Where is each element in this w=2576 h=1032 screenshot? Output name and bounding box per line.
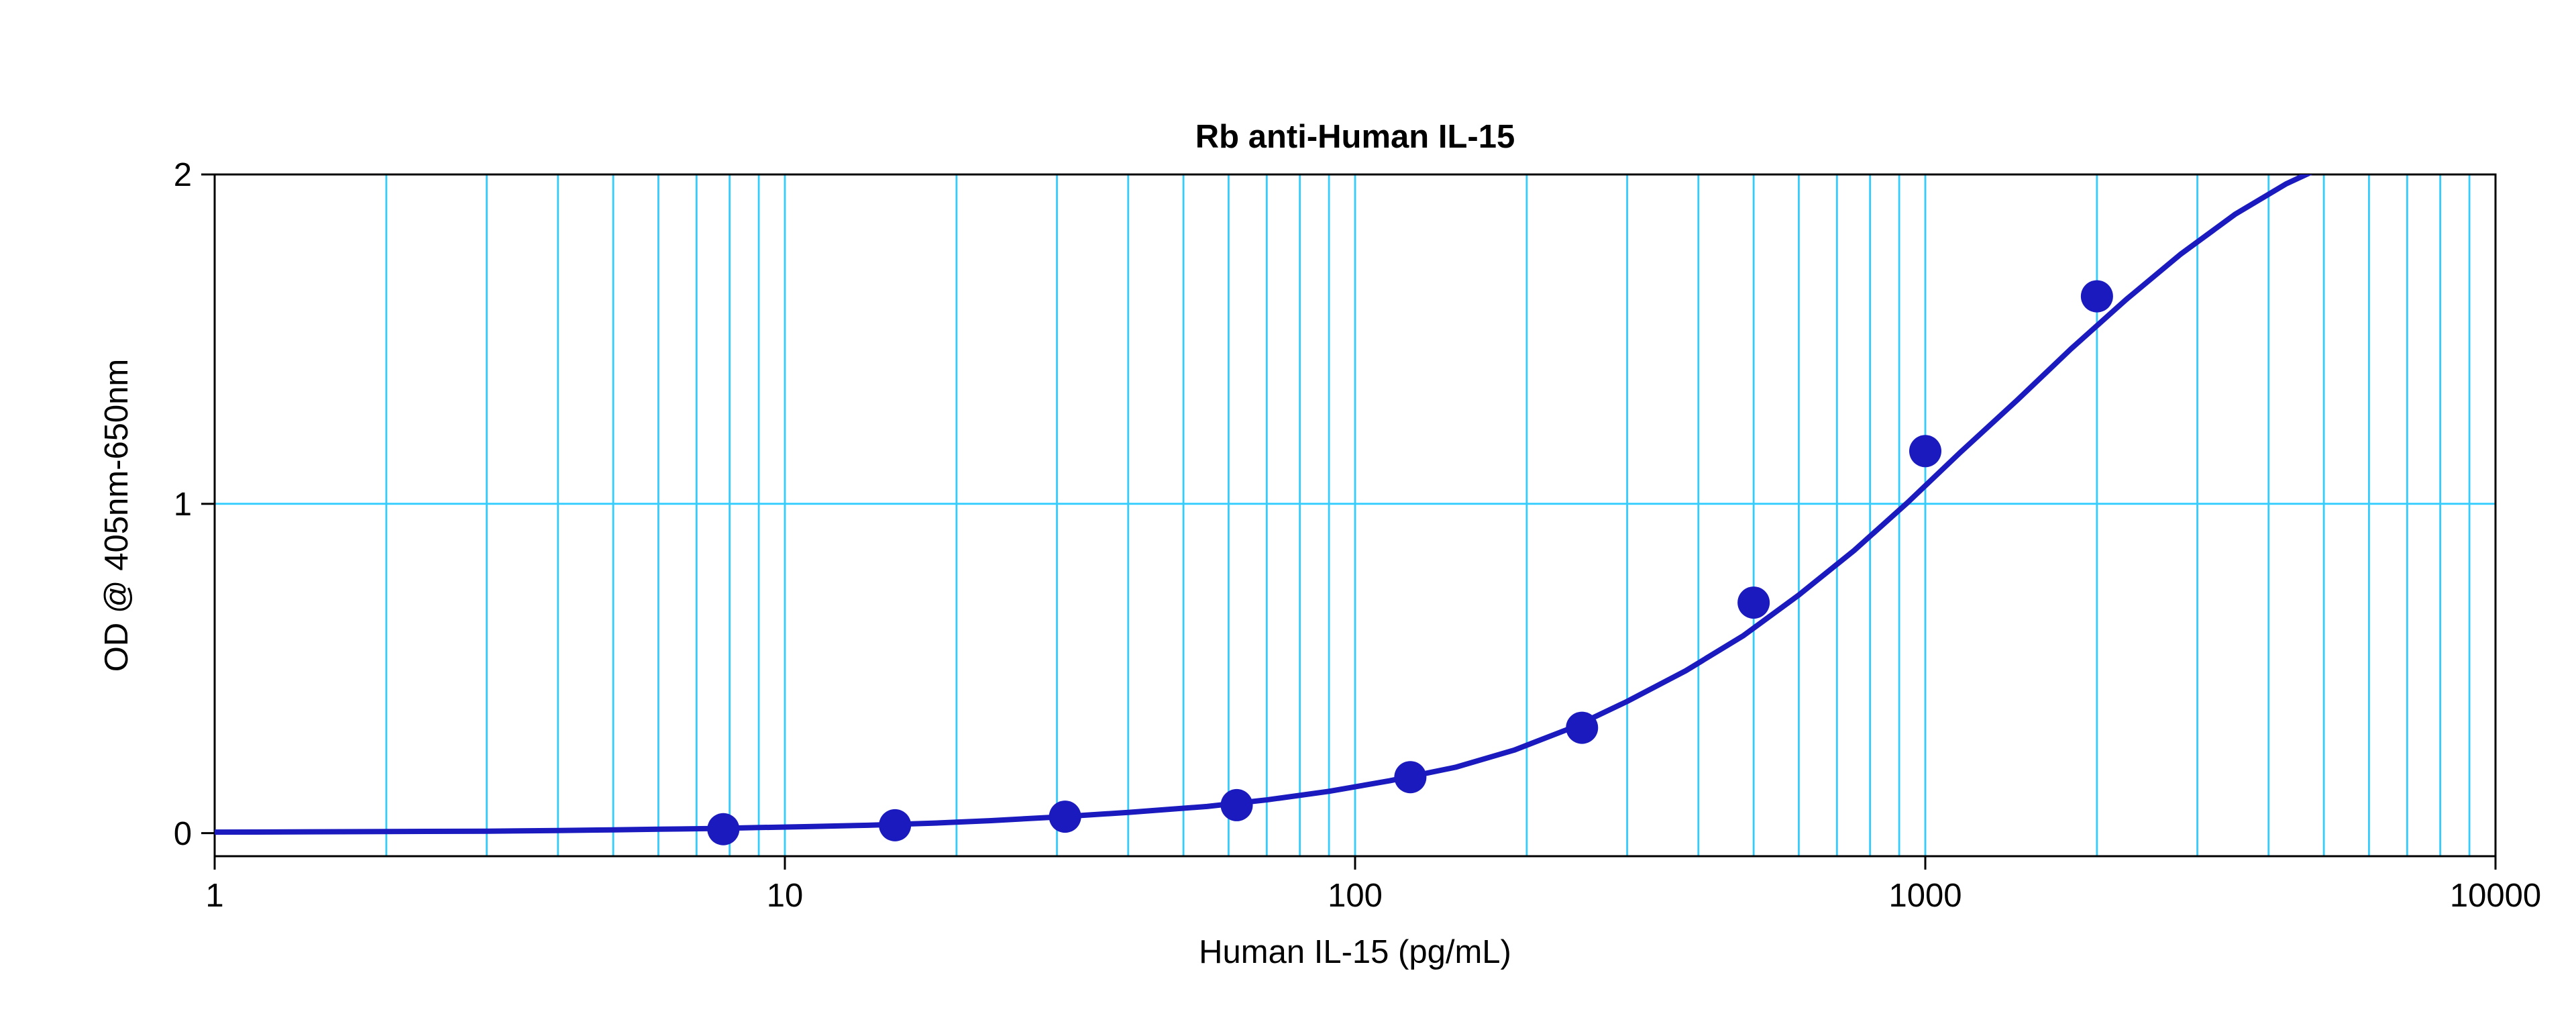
data-marker bbox=[707, 813, 739, 845]
data-marker bbox=[1394, 761, 1426, 793]
y-axis-label: OD @ 405nm-650nm bbox=[99, 359, 135, 672]
y-tick-label: 2 bbox=[174, 157, 192, 193]
chart-title: Rb anti-Human IL-15 bbox=[1195, 119, 1515, 155]
x-tick-label: 10000 bbox=[2450, 878, 2541, 914]
y-tick-label: 1 bbox=[174, 486, 192, 523]
data-marker bbox=[879, 809, 911, 841]
x-tick-label: 1000 bbox=[1888, 878, 1962, 914]
data-marker bbox=[1221, 789, 1253, 821]
data-marker bbox=[1737, 586, 1770, 619]
x-tick-label: 10 bbox=[767, 878, 804, 914]
chart-container: 110100100010000012Rb anti-Human IL-15Hum… bbox=[0, 0, 2576, 1032]
data-marker bbox=[2081, 280, 2113, 313]
x-axis-label: Human IL-15 (pg/mL) bbox=[1199, 934, 1511, 970]
data-marker bbox=[1049, 801, 1081, 833]
elisa-chart: 110100100010000012Rb anti-Human IL-15Hum… bbox=[0, 0, 2576, 1032]
x-tick-label: 1 bbox=[205, 878, 223, 914]
y-tick-label: 0 bbox=[174, 816, 192, 852]
x-tick-label: 100 bbox=[1328, 878, 1383, 914]
data-marker bbox=[1566, 712, 1598, 744]
data-marker bbox=[1909, 435, 1941, 467]
